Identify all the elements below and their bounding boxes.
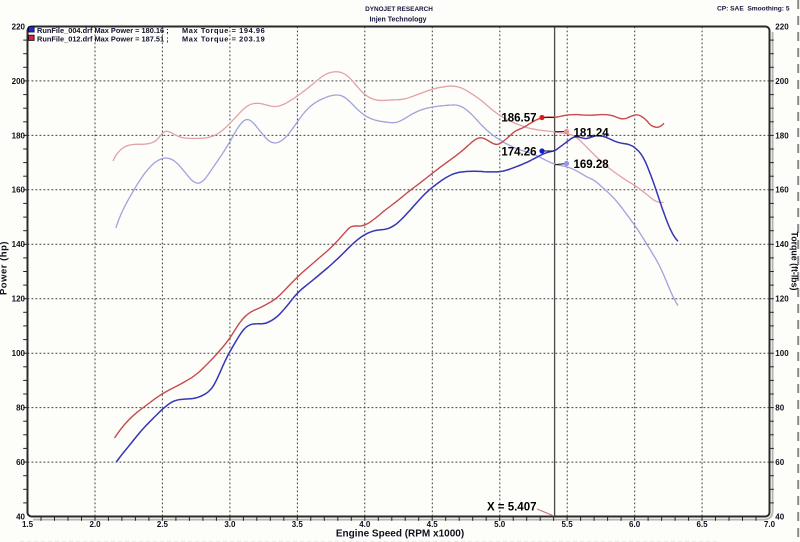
svg-text:180: 180 xyxy=(775,131,789,140)
svg-text:220: 220 xyxy=(12,22,26,31)
svg-text:100: 100 xyxy=(775,349,789,358)
svg-text:181.24: 181.24 xyxy=(574,127,610,139)
svg-text:160: 160 xyxy=(775,186,789,195)
svg-text:6.0: 6.0 xyxy=(629,520,641,529)
svg-text:3.5: 3.5 xyxy=(292,520,304,529)
svg-text:3.0: 3.0 xyxy=(224,520,236,529)
svg-text:5.5: 5.5 xyxy=(562,520,574,529)
svg-text:80: 80 xyxy=(16,404,25,413)
svg-text:2.0: 2.0 xyxy=(89,520,101,529)
svg-text:100: 100 xyxy=(12,349,26,358)
svg-text:174.26: 174.26 xyxy=(501,146,536,158)
svg-text:CP: SAE Smoothing: 5: CP: SAE Smoothing: 5 xyxy=(717,6,790,13)
svg-text:2.5: 2.5 xyxy=(157,520,169,529)
svg-text:120: 120 xyxy=(775,295,789,304)
svg-text:7.0: 7.0 xyxy=(764,520,776,529)
svg-text:Max Torque = 194.96: Max Torque = 194.96 xyxy=(182,26,265,35)
svg-text:220: 220 xyxy=(775,22,789,31)
svg-text:Injen Technology: Injen Technology xyxy=(369,17,426,24)
svg-text:200: 200 xyxy=(775,77,789,86)
svg-text:4.5: 4.5 xyxy=(427,520,439,529)
svg-text:6.5: 6.5 xyxy=(696,520,708,529)
svg-text:160: 160 xyxy=(12,186,26,195)
svg-text:5.0: 5.0 xyxy=(494,520,506,529)
svg-text:60: 60 xyxy=(16,458,25,467)
svg-text:120: 120 xyxy=(12,295,26,304)
svg-text:1.5: 1.5 xyxy=(22,520,34,529)
svg-text:Torque (ft-lbs): Torque (ft-lbs) xyxy=(790,232,800,291)
svg-text:140: 140 xyxy=(775,240,789,249)
svg-text:180: 180 xyxy=(12,131,26,140)
svg-text:Max Torque = 203.19: Max Torque = 203.19 xyxy=(182,35,265,44)
svg-text:169.28: 169.28 xyxy=(574,159,610,171)
svg-text:140: 140 xyxy=(12,240,26,249)
svg-text:RunFile_012.drf Max Power = 18: RunFile_012.drf Max Power = 187.51 ; xyxy=(37,35,169,44)
svg-text:60: 60 xyxy=(775,458,784,467)
svg-text:Engine Speed (RPM x1000): Engine Speed (RPM x1000) xyxy=(336,529,464,540)
svg-text:Power (hp): Power (hp) xyxy=(0,241,10,295)
svg-text:DYNOJET RESEARCH: DYNOJET RESEARCH xyxy=(365,6,433,13)
svg-text:40: 40 xyxy=(16,512,25,521)
svg-text:80: 80 xyxy=(775,404,784,413)
svg-text:200: 200 xyxy=(12,77,26,86)
svg-text:X = 5.407: X = 5.407 xyxy=(487,501,537,513)
svg-text:RunFile_004.drf Max Power = 18: RunFile_004.drf Max Power = 180.16 ; xyxy=(37,26,169,35)
svg-text:186.57: 186.57 xyxy=(501,112,536,124)
svg-text:40: 40 xyxy=(775,512,784,521)
svg-text:4.0: 4.0 xyxy=(359,520,371,529)
